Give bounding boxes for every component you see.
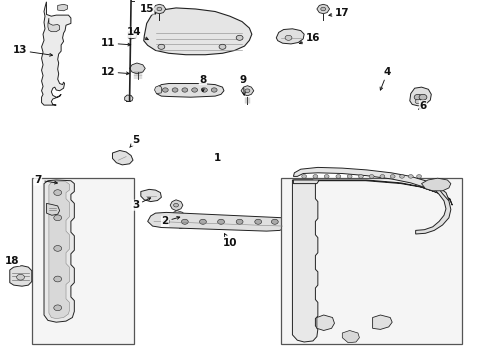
Circle shape — [201, 88, 207, 92]
Text: 12: 12 — [100, 67, 129, 77]
Circle shape — [191, 88, 197, 92]
Polygon shape — [292, 180, 317, 342]
Text: 2: 2 — [161, 216, 180, 226]
Text: 11: 11 — [100, 38, 130, 48]
Circle shape — [163, 219, 169, 224]
Polygon shape — [112, 150, 133, 165]
Polygon shape — [415, 187, 450, 234]
Circle shape — [217, 219, 224, 224]
Polygon shape — [316, 315, 334, 330]
Polygon shape — [316, 4, 329, 14]
Polygon shape — [293, 167, 448, 205]
Polygon shape — [276, 29, 304, 44]
Circle shape — [172, 88, 178, 92]
Circle shape — [54, 190, 61, 195]
Circle shape — [199, 219, 206, 224]
Circle shape — [413, 94, 421, 100]
Text: 4: 4 — [379, 67, 390, 90]
Text: 6: 6 — [418, 101, 426, 111]
Polygon shape — [143, 8, 251, 55]
Circle shape — [335, 175, 340, 178]
Circle shape — [418, 94, 426, 100]
Circle shape — [358, 175, 363, 178]
Text: 9: 9 — [239, 75, 246, 95]
Polygon shape — [372, 315, 391, 329]
Circle shape — [324, 175, 328, 178]
Text: 1: 1 — [214, 153, 221, 163]
Polygon shape — [170, 200, 183, 211]
Circle shape — [219, 44, 225, 49]
Circle shape — [17, 274, 24, 280]
Polygon shape — [293, 180, 451, 205]
Text: 5: 5 — [129, 135, 139, 147]
Polygon shape — [176, 219, 188, 229]
Polygon shape — [58, 4, 67, 11]
Bar — [32, 178, 134, 344]
Polygon shape — [46, 203, 60, 215]
Circle shape — [54, 246, 61, 251]
Polygon shape — [129, 63, 145, 74]
Circle shape — [157, 7, 162, 11]
Circle shape — [54, 305, 61, 311]
Bar — [281, 178, 461, 344]
Circle shape — [162, 88, 168, 92]
Circle shape — [414, 99, 420, 104]
Polygon shape — [124, 95, 133, 102]
Text: 13: 13 — [12, 45, 52, 56]
Circle shape — [346, 175, 351, 178]
Polygon shape — [41, 2, 71, 105]
Polygon shape — [409, 87, 430, 106]
Polygon shape — [172, 211, 183, 220]
Circle shape — [54, 215, 61, 221]
Polygon shape — [10, 266, 32, 286]
Text: 14: 14 — [127, 27, 148, 40]
Circle shape — [320, 7, 325, 11]
Text: 17: 17 — [328, 8, 349, 18]
Polygon shape — [44, 180, 74, 322]
Circle shape — [407, 175, 412, 178]
Circle shape — [399, 175, 404, 178]
Polygon shape — [141, 189, 161, 202]
Text: 15: 15 — [139, 4, 155, 14]
Circle shape — [285, 35, 291, 40]
Circle shape — [301, 175, 306, 178]
Circle shape — [389, 175, 394, 178]
Text: 8: 8 — [199, 75, 206, 91]
Polygon shape — [154, 86, 161, 94]
Circle shape — [312, 175, 317, 178]
Bar — [20, 162, 468, 349]
Text: 18: 18 — [5, 256, 20, 266]
Circle shape — [182, 88, 187, 92]
Text: 10: 10 — [222, 234, 237, 248]
Circle shape — [158, 44, 164, 49]
Text: 7: 7 — [34, 175, 57, 185]
Circle shape — [271, 219, 278, 224]
Text: 3: 3 — [132, 198, 150, 210]
Circle shape — [244, 89, 249, 93]
Circle shape — [211, 88, 217, 92]
Polygon shape — [241, 86, 253, 96]
Circle shape — [236, 219, 243, 224]
Polygon shape — [147, 212, 288, 231]
Circle shape — [254, 219, 261, 224]
Circle shape — [416, 175, 421, 178]
Polygon shape — [153, 4, 165, 14]
Polygon shape — [49, 181, 69, 319]
Polygon shape — [128, 30, 137, 39]
Circle shape — [54, 276, 61, 282]
Circle shape — [236, 35, 243, 40]
Polygon shape — [421, 178, 450, 191]
Circle shape — [368, 175, 373, 178]
Circle shape — [181, 219, 188, 224]
Polygon shape — [48, 18, 60, 32]
Polygon shape — [156, 84, 224, 97]
Polygon shape — [342, 330, 359, 343]
Circle shape — [379, 175, 384, 178]
Text: 16: 16 — [299, 33, 320, 44]
Circle shape — [173, 203, 178, 207]
